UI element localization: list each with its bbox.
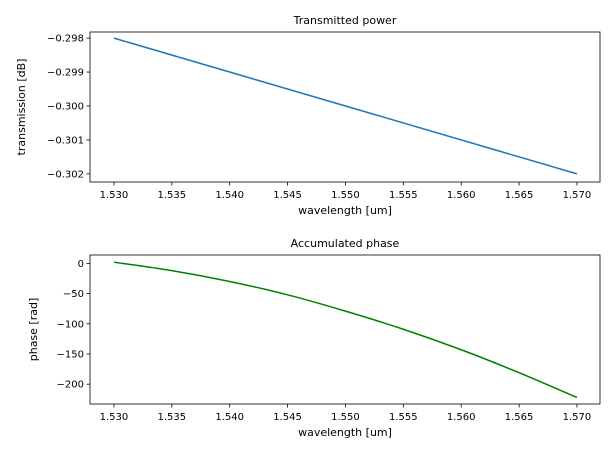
x-tick-label: 1.565	[505, 190, 534, 201]
x-tick-label: 1.545	[273, 412, 302, 423]
y-tick-label: −150	[57, 349, 84, 360]
y-tick-label: −0.298	[47, 34, 84, 45]
x-tick-label: 1.540	[215, 190, 244, 201]
x-axis-label: wavelength [um]	[298, 426, 392, 439]
x-tick-label: 1.570	[563, 412, 592, 423]
x-tick-label: 1.565	[505, 412, 534, 423]
y-tick-label: −200	[57, 380, 84, 391]
x-tick-label: 1.560	[447, 412, 476, 423]
y-tick-label: −0.302	[47, 169, 84, 180]
y-tick-label: −0.300	[47, 101, 84, 112]
x-axis-label: wavelength [um]	[298, 204, 392, 217]
y-axis-label: phase [rad]	[27, 298, 40, 362]
x-tick-label: 1.570	[563, 190, 592, 201]
x-tick-label: 1.555	[389, 190, 418, 201]
chart-title: Transmitted power	[293, 14, 397, 27]
series-line-phase	[113, 261, 578, 399]
subplot-2: 1.530 1.535 1.540 1.545 1.550 1.555 1.560 1.565…	[27, 237, 601, 439]
chart-title: Accumulated phase	[291, 237, 400, 250]
x-tick-label: 1.530	[100, 412, 129, 423]
y-tick-label: −50	[63, 289, 84, 300]
x-tick-label: 1.550	[331, 412, 360, 423]
y-tick-label: −0.299	[47, 68, 84, 79]
x-tick-label: 1.550	[331, 190, 360, 201]
y-tick-label: −0.301	[47, 135, 84, 146]
y-tick-label: −100	[57, 319, 84, 330]
y-tick-label: 0	[78, 259, 84, 270]
x-tick-label: 1.535	[158, 412, 187, 423]
series-line-transmission	[113, 37, 578, 175]
x-tick-label: 1.545	[273, 190, 302, 201]
y-axis-label: transmission [dB]	[15, 59, 28, 156]
x-tick-label: 1.530	[100, 190, 129, 201]
axes-frame	[89, 254, 601, 405]
x-tick-label: 1.535	[158, 190, 187, 201]
axes-frame	[89, 31, 601, 183]
x-tick-label: 1.540	[215, 412, 244, 423]
subplot-1: 1.530 1.535 1.540 1.545 1.550 1.555 1.560 1.565…	[15, 14, 601, 217]
x-tick-label: 1.560	[447, 190, 476, 201]
x-tick-label: 1.555	[389, 412, 418, 423]
